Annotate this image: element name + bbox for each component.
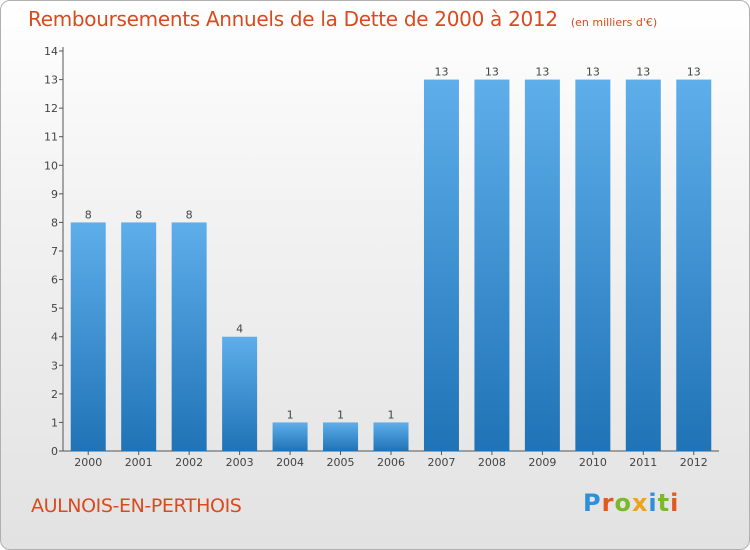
bar xyxy=(323,422,359,451)
chart-subtitle: (en milliers d'€) xyxy=(570,16,658,29)
logo-letter: o xyxy=(614,489,632,517)
x-tick-label: 2012 xyxy=(680,456,708,469)
bar xyxy=(524,79,560,452)
logo-letter: x xyxy=(631,489,649,517)
bar-value-label: 13 xyxy=(535,66,549,79)
y-tick-label: 12 xyxy=(44,102,58,115)
x-tick-label: 2003 xyxy=(226,456,254,469)
x-tick-label: 2011 xyxy=(629,456,657,469)
y-tick-label: 0 xyxy=(51,445,58,458)
y-tick-label: 2 xyxy=(51,388,58,401)
bar-value-label: 8 xyxy=(135,208,142,221)
x-tick-label: 2004 xyxy=(276,456,304,469)
bar-value-label: 8 xyxy=(85,208,92,221)
title-row: Remboursements Annuels de la Dette de 20… xyxy=(28,7,657,31)
bar-value-label: 1 xyxy=(337,408,344,421)
chart-title: Remboursements Annuels de la Dette de 20… xyxy=(28,7,558,31)
bar-value-label: 1 xyxy=(287,408,294,421)
y-tick-label: 13 xyxy=(44,74,58,87)
bar-value-label: 13 xyxy=(687,66,701,79)
commune-name: AULNOIS-EN-PERTHOIS xyxy=(31,495,242,517)
bar xyxy=(373,422,409,451)
x-tick-label: 2000 xyxy=(74,456,102,469)
bar xyxy=(121,222,157,451)
y-tick-label: 14 xyxy=(44,45,58,58)
y-tick-label: 6 xyxy=(51,274,58,287)
y-tick-label: 8 xyxy=(51,216,58,229)
bar xyxy=(171,222,207,451)
logo-letter: i xyxy=(670,489,680,517)
bar xyxy=(423,79,459,452)
bar-value-label: 13 xyxy=(636,66,650,79)
proxiti-logo: Proxiti xyxy=(583,489,679,517)
x-tick-label: 2002 xyxy=(175,456,203,469)
bar xyxy=(272,422,308,451)
y-tick-label: 3 xyxy=(51,359,58,372)
logo-letter: t xyxy=(657,489,671,517)
x-tick-label: 2006 xyxy=(377,456,405,469)
x-tick-label: 2009 xyxy=(528,456,556,469)
y-tick-label: 4 xyxy=(51,331,58,344)
bar-value-label: 1 xyxy=(388,408,395,421)
y-tick-label: 1 xyxy=(51,416,58,429)
x-tick-label: 2007 xyxy=(427,456,455,469)
bar-value-label: 13 xyxy=(434,66,448,79)
x-tick-label: 2010 xyxy=(579,456,607,469)
bar xyxy=(474,79,510,452)
logo-letter: i xyxy=(648,489,658,517)
x-tick-label: 2005 xyxy=(327,456,355,469)
y-tick-label: 10 xyxy=(44,159,58,172)
bar xyxy=(222,336,258,451)
bar-value-label: 13 xyxy=(485,66,499,79)
y-tick-label: 9 xyxy=(51,188,58,201)
bar xyxy=(676,79,712,452)
logo-letter: P xyxy=(583,489,602,517)
bar-value-label: 8 xyxy=(186,208,193,221)
y-tick-label: 7 xyxy=(51,245,58,258)
bar-value-label: 4 xyxy=(236,323,243,336)
y-tick-label: 11 xyxy=(44,131,58,144)
x-tick-label: 2001 xyxy=(125,456,153,469)
bar xyxy=(625,79,661,452)
logo-letter: r xyxy=(601,489,615,517)
y-tick-label: 5 xyxy=(51,302,58,315)
bar xyxy=(575,79,611,452)
x-tick-label: 2008 xyxy=(478,456,506,469)
bar-value-label: 13 xyxy=(586,66,600,79)
bar xyxy=(70,222,106,451)
